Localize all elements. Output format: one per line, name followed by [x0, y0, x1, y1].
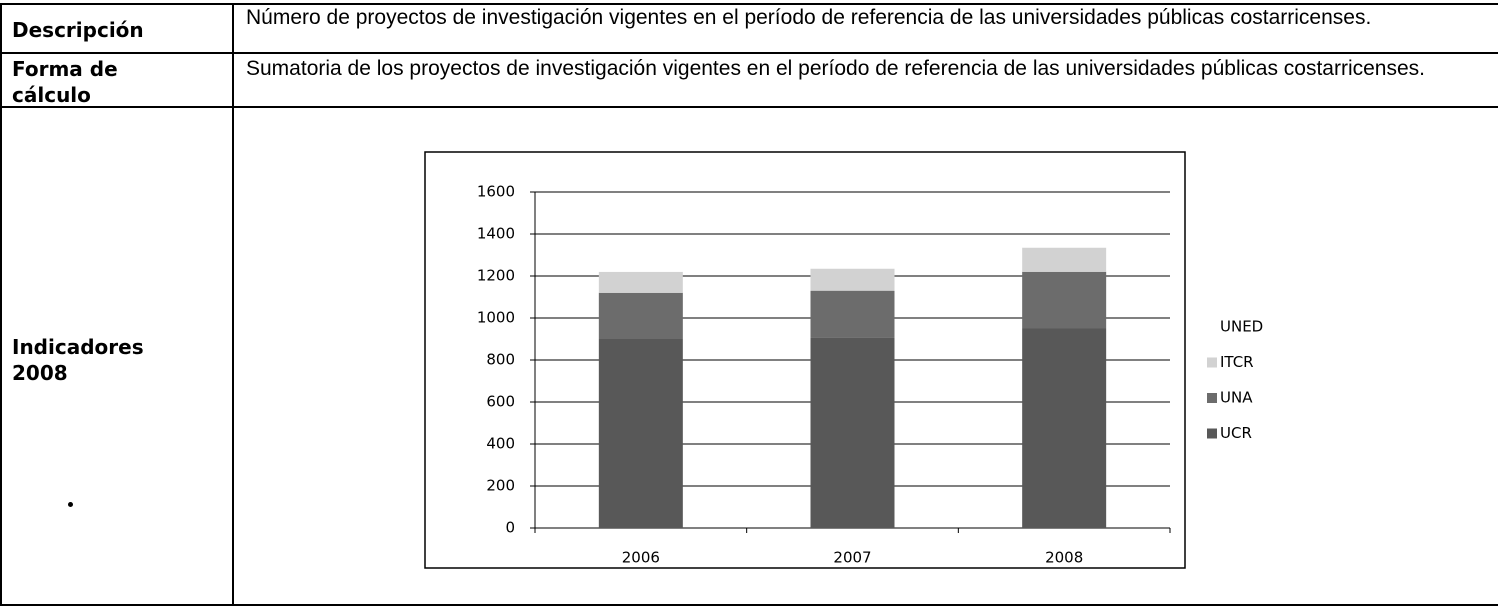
bar-segment	[598, 339, 683, 528]
y-tick-label: 1400	[477, 225, 515, 243]
y-tick-label: 1600	[477, 183, 515, 201]
bullet	[68, 502, 73, 507]
y-tick-label: 1000	[477, 309, 515, 327]
bar-segment	[1022, 271, 1107, 329]
bar-segment	[598, 271, 683, 293]
legend-label: UCR	[1220, 424, 1252, 442]
bar-segment	[1022, 246, 1107, 248]
legend-label: UNED	[1220, 318, 1263, 336]
y-tick-label: 1200	[477, 267, 515, 285]
x-tick-label: 2007	[833, 549, 871, 567]
bar-segment	[810, 267, 895, 269]
y-tick-label: 800	[486, 351, 515, 369]
label-text: Indicadores 2008	[12, 335, 144, 385]
bar-segment	[810, 337, 895, 528]
y-tick-label: 200	[486, 477, 515, 495]
bar-segment	[1022, 328, 1107, 528]
legend-label: UNA	[1220, 389, 1253, 407]
bar-segment	[1022, 247, 1107, 272]
bar-segment	[598, 292, 683, 339]
bar-segment	[598, 270, 683, 272]
x-tick-label: 2006	[622, 549, 660, 567]
label-text: Forma de cálculo	[12, 57, 118, 107]
row-label: Forma de cálculo	[0, 52, 234, 108]
legend-swatch	[1207, 322, 1217, 332]
y-tick-label: 400	[486, 435, 515, 453]
x-tick-label: 2008	[1045, 549, 1083, 567]
bar-segment	[810, 268, 895, 291]
legend-swatch	[1207, 393, 1217, 403]
bar-segment	[810, 290, 895, 338]
chart-frame	[424, 151, 1186, 569]
legend-swatch	[1207, 357, 1217, 368]
y-tick-label: 0	[505, 519, 515, 537]
y-tick-label: 600	[486, 393, 515, 411]
legend-swatch	[1207, 428, 1217, 439]
legend-label: ITCR	[1220, 353, 1254, 371]
